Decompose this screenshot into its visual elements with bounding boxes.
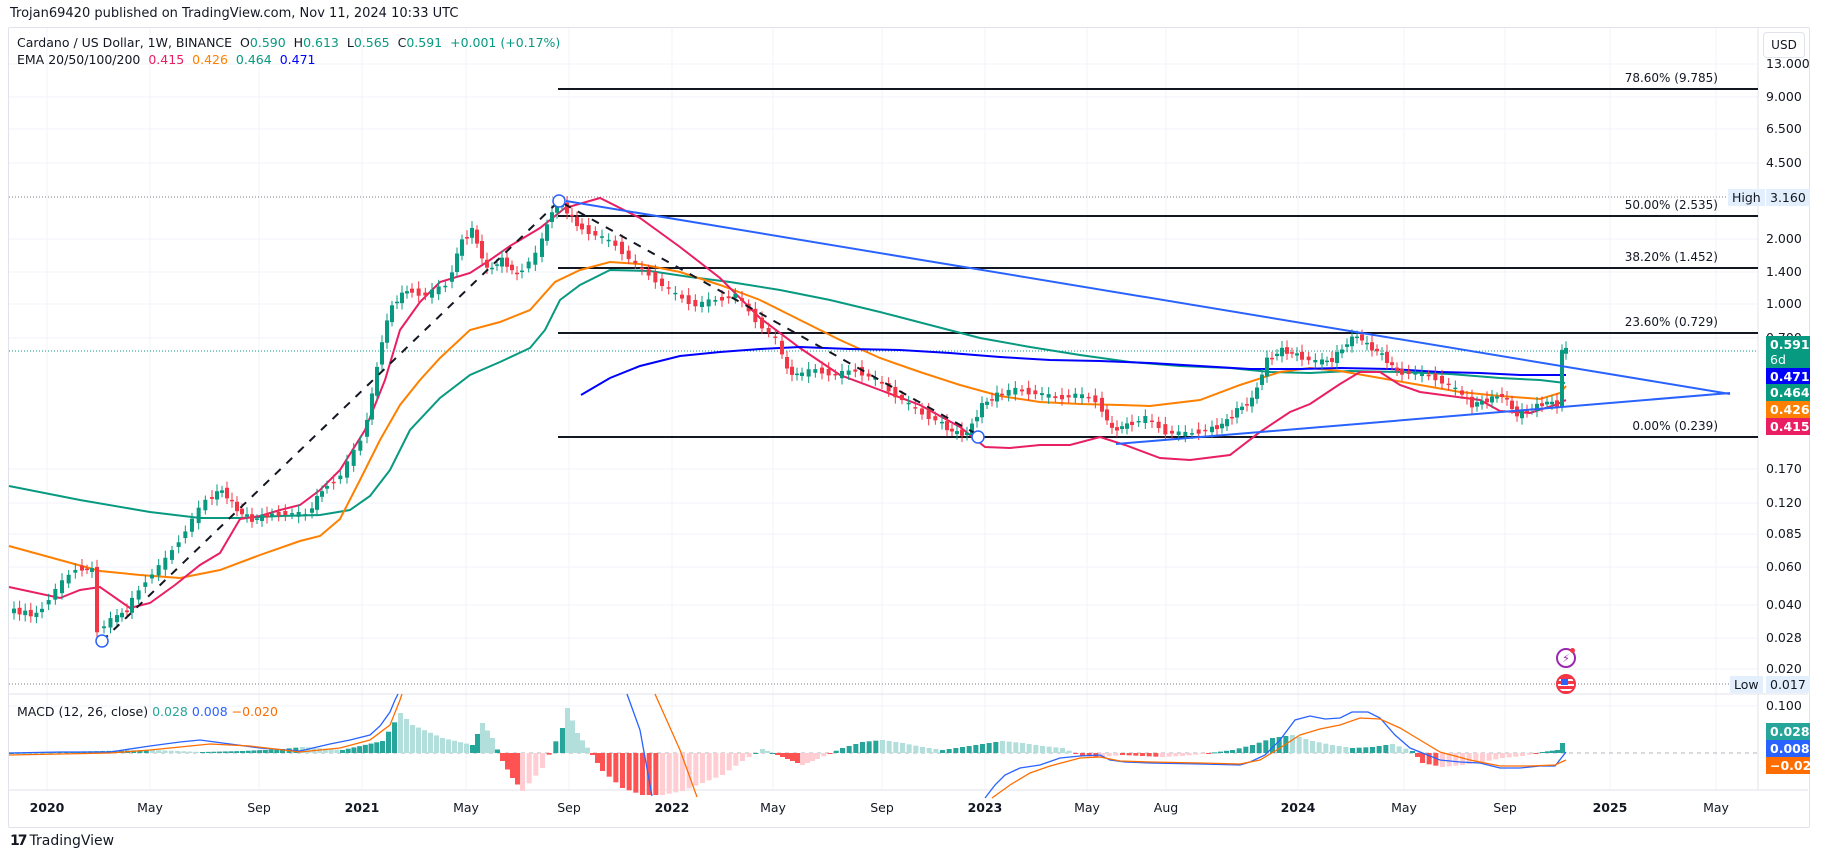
price-tick-label: 13.000: [1766, 56, 1810, 71]
price-tag: 0.426: [1766, 401, 1810, 418]
candlesticks[interactable]: [12, 196, 1568, 639]
fib-level-label: 78.60% (9.785): [1624, 71, 1718, 85]
ohlc-change: +0.001 (+0.17%): [450, 35, 561, 50]
ema-label[interactable]: EMA 20/50/100/200: [17, 52, 141, 67]
macd-legend: MACD (12, 26, close) 0.028 0.008 −0.020: [17, 704, 278, 719]
time-tick-label: 2023: [968, 800, 1003, 815]
anchor-point-high[interactable]: [552, 194, 566, 208]
ema-100-line[interactable]: [8, 268, 1566, 519]
fib-level-label: 0.00% (0.239): [1632, 419, 1718, 433]
price-tick-label: 0.085: [1766, 526, 1802, 541]
price-tick-label: 2.000: [1766, 231, 1802, 246]
price-tick-label: 0.170: [1766, 461, 1802, 476]
price-tag: −0.020: [1766, 757, 1820, 774]
price-tick-label: 0.028: [1766, 630, 1802, 645]
macd-signal-line[interactable]: [8, 693, 1567, 799]
time-tick-label: May: [137, 800, 163, 815]
ohlc-close: C0.591: [397, 35, 443, 50]
ema-50-line[interactable]: [8, 260, 1567, 580]
time-tick-label: May: [1074, 800, 1100, 815]
time-tick-label: Sep: [557, 800, 581, 815]
ema-200-line[interactable]: [580, 345, 1566, 396]
macd-label[interactable]: MACD (12, 26, close): [17, 704, 149, 719]
time-tick-label: May: [760, 800, 786, 815]
time-axis[interactable]: 2020 May Sep 2021 May Sep 2022 May Sep 2023 May Aug…: [30, 800, 1730, 815]
price-tick-label: 1.000: [1766, 296, 1802, 311]
time-tick-label: 2024: [1281, 800, 1316, 815]
high-tag-value: 3.160: [1766, 189, 1810, 206]
symbol-title[interactable]: Cardano / US Dollar, 1W, BINANCE: [17, 35, 233, 50]
macd-histogram: [9, 708, 1565, 795]
tradingview-logo[interactable]: 17 TradingView: [10, 833, 114, 849]
macd-line-value: 0.008: [191, 704, 228, 719]
price-tick-label: 1.400: [1766, 264, 1802, 279]
ohlc-open: O0.590: [240, 35, 286, 50]
chart-legend: Cardano / US Dollar, 1W, BINANCE O0.590 …: [17, 34, 564, 68]
dashed-trend-path[interactable]: [101, 199, 981, 642]
flash-news-icon[interactable]: ⚡: [1556, 648, 1576, 668]
time-tick-label: Sep: [870, 800, 894, 815]
fib-level-label: 23.60% (0.729): [1624, 315, 1718, 329]
time-tick-label: 2025: [1593, 800, 1628, 815]
time-tick-label: May: [1391, 800, 1417, 815]
macd-histogram-value: 0.028: [152, 704, 188, 719]
high-tag-label: High: [1728, 189, 1765, 206]
price-tick-label: 0.020: [1766, 661, 1802, 676]
price-tick-label: 9.000: [1766, 89, 1802, 104]
low-tag-value: 0.017: [1766, 676, 1810, 693]
triangle-pattern[interactable]: [565, 200, 1731, 445]
anchor-point-low[interactable]: [95, 634, 109, 648]
tradingview-logo-icon: 17: [10, 833, 28, 849]
ema-100-value: 0.464: [235, 52, 272, 67]
ascending-trendline[interactable]: [1115, 392, 1731, 445]
time-tick-label: Aug: [1154, 800, 1178, 815]
price-tick-label: 0.040: [1766, 597, 1802, 612]
fib-level-label: 50.00% (2.535): [1624, 198, 1718, 212]
ohlc-high: H0.613: [293, 35, 339, 50]
ema-200-value: 0.471: [279, 52, 316, 67]
price-tick-label: 6.500: [1766, 121, 1802, 136]
price-tag: 0.464: [1766, 384, 1810, 401]
fibonacci-retracement[interactable]: [558, 88, 1758, 438]
price-tick-label: 0.120: [1766, 495, 1802, 510]
ohlc-low: L0.565: [346, 35, 390, 50]
chart-grid: [9, 28, 1758, 790]
ema-20-line[interactable]: [8, 196, 1567, 610]
ema-50-value: 0.426: [192, 52, 228, 67]
fib-level-label: 38.20% (1.452): [1624, 250, 1718, 264]
price-tag: 0.415: [1766, 418, 1810, 435]
us-flag-event-icon[interactable]: [1556, 674, 1576, 694]
currency-button[interactable]: USD: [1763, 32, 1805, 58]
time-tick-label: Sep: [1493, 800, 1517, 815]
symbol-row: Cardano / US Dollar, 1W, BINANCE O0.590 …: [17, 34, 564, 51]
publish-info: Trojan69420 published on TradingView.com…: [10, 6, 459, 21]
descending-trendline[interactable]: [565, 200, 1731, 395]
time-tick-label: May: [1703, 800, 1729, 815]
time-tick-label: 2021: [345, 800, 380, 815]
macd-signal-value: −0.020: [231, 704, 278, 719]
tradingview-logo-text: TradingView: [29, 833, 115, 849]
low-tag-label: Low: [1730, 676, 1763, 693]
ema-row: EMA 20/50/100/200 0.415 0.426 0.464 0.47…: [17, 51, 564, 68]
anchor-point-mid[interactable]: [971, 430, 985, 444]
macd-lines: [8, 693, 1567, 799]
macd-tick-label: 0.100: [1766, 698, 1802, 713]
time-tick-label: May: [453, 800, 479, 815]
time-tick-label: Sep: [247, 800, 271, 815]
price-axis[interactable]: 13.0009.0006.5004.5002.0001.4001.0000.70…: [1766, 56, 1810, 713]
price-tick-label: 4.500: [1766, 155, 1802, 170]
time-tick-label: 2022: [655, 800, 690, 815]
price-tag: 0.471: [1766, 368, 1810, 385]
price-tag: 0.008: [1766, 740, 1810, 757]
ema-lines: [8, 196, 1567, 610]
time-tick-label: 2020: [30, 800, 65, 815]
price-tick-label: 0.060: [1766, 559, 1802, 574]
ema-20-value: 0.415: [148, 52, 185, 67]
price-tag: 0.028: [1766, 723, 1810, 740]
